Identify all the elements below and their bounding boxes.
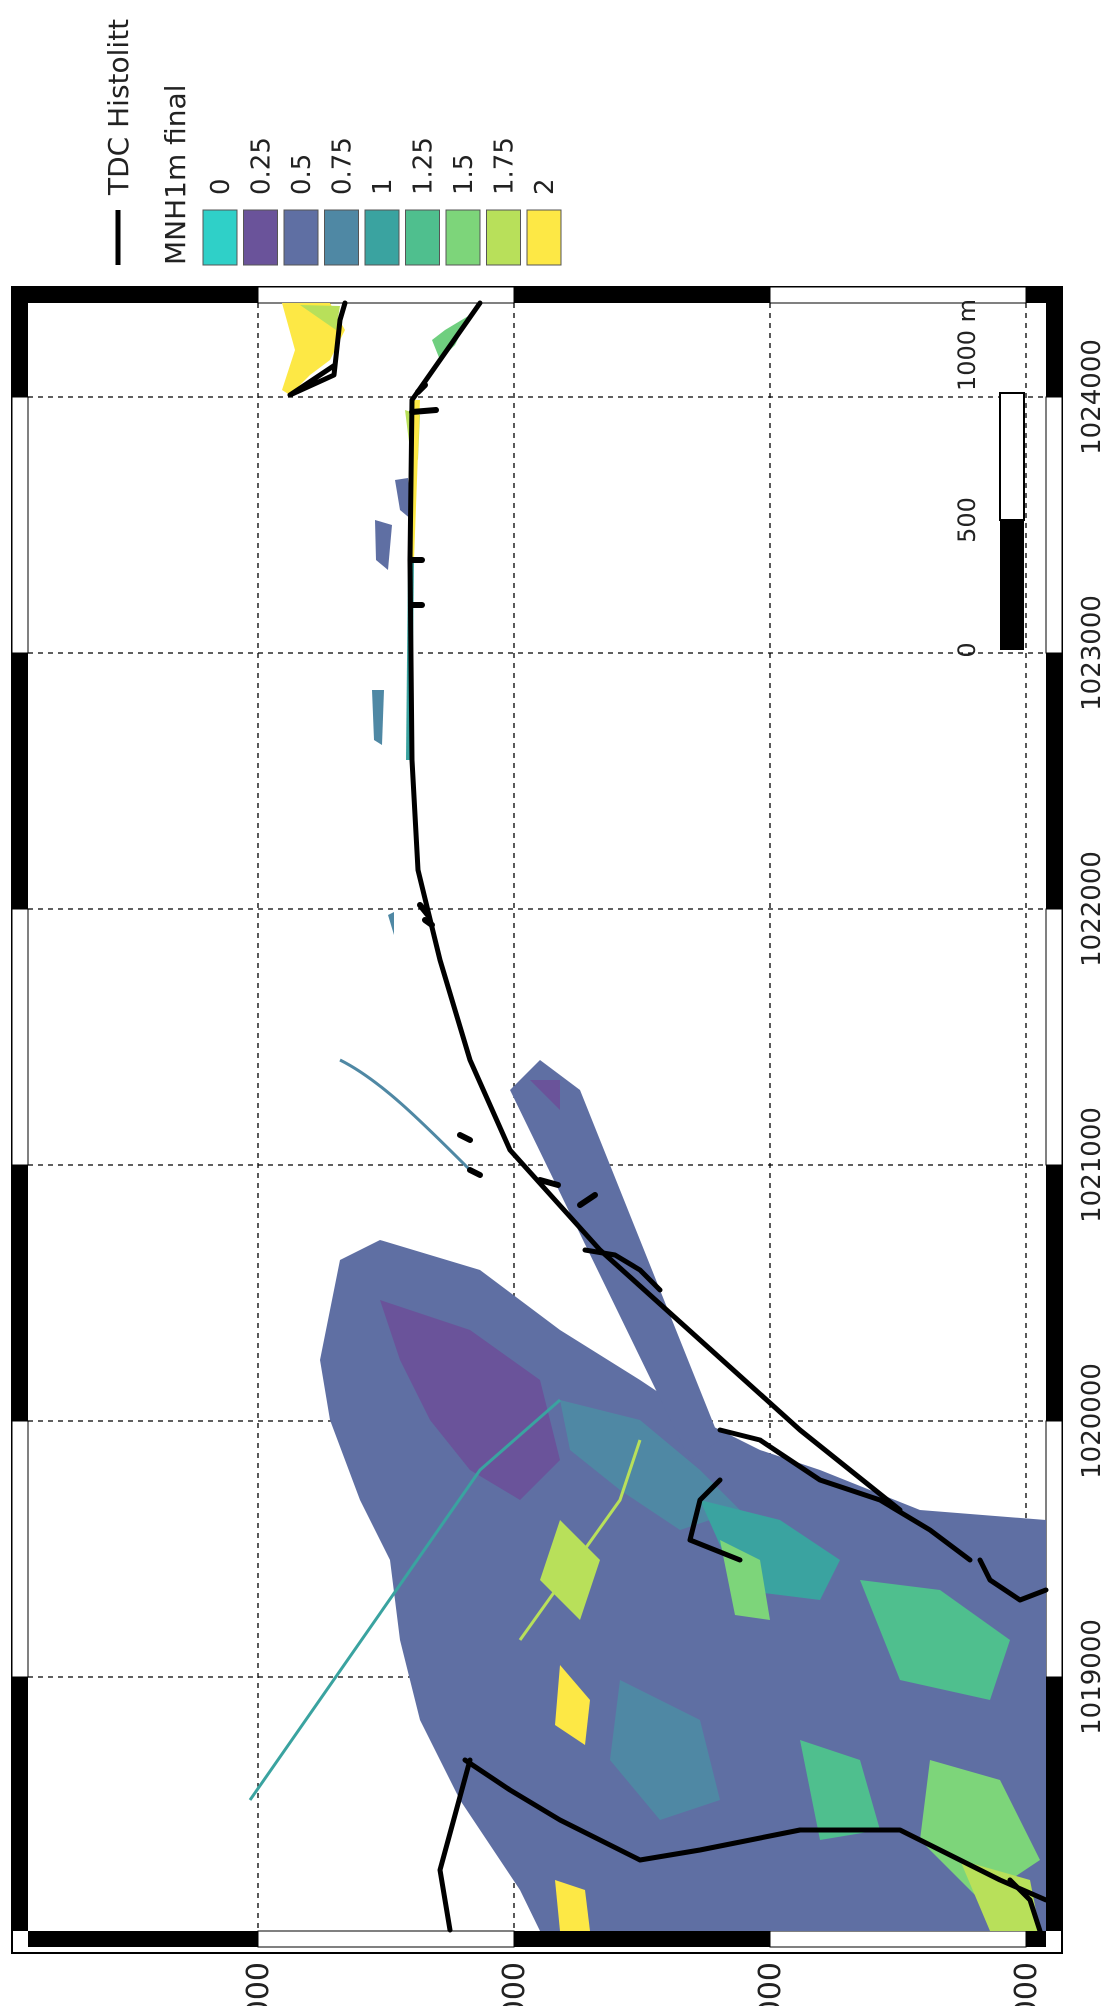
raster-patch <box>510 1060 720 1460</box>
legend-class-label-8: 2 <box>530 178 560 195</box>
easting-label-1024000: 1024000 <box>1077 339 1107 455</box>
raster-patch <box>960 1860 1040 1931</box>
raster-patch <box>555 1665 590 1745</box>
tdc-histolitt-line <box>407 300 903 1513</box>
tdc-harbour-outline <box>717 1427 973 1563</box>
legend-classes: 0 0.25 0.5 0.75 1 1.25 1.5 1.75 2 <box>202 137 562 266</box>
legend-swatch-4 <box>364 209 400 266</box>
scalebar-black <box>1000 520 1024 650</box>
tdc-harbour-outline <box>1007 1877 1043 1934</box>
tdc-harbour-outline <box>287 300 348 398</box>
raster-patch <box>395 478 412 520</box>
legend-swatch-5 <box>405 209 440 266</box>
legend-swatch-3 <box>324 209 359 266</box>
groynes <box>409 382 598 1208</box>
legend-class-label-6: 1.5 <box>449 154 479 195</box>
legend-class-label-1: 0.25 <box>247 137 277 195</box>
tdc-harbour-outline <box>437 1757 473 1933</box>
frame-graduation <box>11 286 1063 1948</box>
tdc-harbour-outline <box>462 1757 1049 1903</box>
legend-swatch-8 <box>526 209 562 266</box>
raster-line <box>339 1058 472 1172</box>
tdc-harbour-outline <box>582 1247 663 1293</box>
raster-patch <box>282 303 345 395</box>
easting-label-1019000: 1019000 <box>1077 1619 1107 1735</box>
northing-label-6279000: 6279000 <box>753 1962 788 2006</box>
legend-class-label-0: 0 <box>206 178 236 195</box>
raster-patch <box>530 1080 560 1110</box>
easting-label-1022000: 1022000 <box>1077 851 1107 967</box>
raster-patch <box>800 1740 880 1840</box>
legend-line-label: TDC Histolitt <box>102 19 135 196</box>
legend-swatch-1 <box>243 209 278 266</box>
raster-patch <box>610 1680 720 1820</box>
northing-label-6278000: 6278000 <box>1009 1962 1044 2006</box>
legend-class-label-5: 1.25 <box>409 137 439 195</box>
tdc-harbour-outline <box>687 1477 743 1563</box>
legend: TDC Histolitt MNH1m final 0 0.25 0.5 0.75 1 1… <box>102 19 562 266</box>
easting-label-1021000: 1021000 <box>1077 1107 1107 1223</box>
raster-patch <box>388 912 394 935</box>
legend-class-label-2: 0.5 <box>287 154 317 195</box>
raster-patch <box>560 1400 740 1530</box>
legend-class-label-7: 1.75 <box>490 137 520 195</box>
raster-patch <box>920 1760 1040 1900</box>
scalebar-white <box>999 392 1025 521</box>
easting-label-1020000: 1020000 <box>1077 1363 1107 1479</box>
coastline-trace <box>287 300 1049 1934</box>
northing-labels: 6281000 6280000 6279000 6278000 <box>241 1962 1044 2006</box>
easting-labels: 1019000 1020000 1021000 1022000 1023000 … <box>1077 339 1107 1735</box>
raster-patch <box>432 315 470 360</box>
legend-swatch-2 <box>283 209 319 266</box>
legend-raster-title: MNH1m final <box>159 85 192 265</box>
height-raster <box>248 303 1046 1931</box>
northing-label-6281000: 6281000 <box>241 1962 276 2006</box>
raster-patch <box>372 690 384 745</box>
map-frame: 0 500 1000 m <box>11 286 1063 1954</box>
northing-label-6280000: 6280000 <box>497 1962 532 2006</box>
easting-label-1023000: 1023000 <box>1077 595 1107 711</box>
scalebar: 0 500 1000 m <box>953 299 1025 658</box>
raster-patch <box>720 1540 770 1620</box>
legend-class-label-4: 1 <box>368 178 398 195</box>
scalebar-label-0: 0 <box>953 642 981 657</box>
raster-patch <box>860 1580 1010 1700</box>
legend-class-label-3: 0.75 <box>328 137 358 195</box>
raster-line <box>248 1398 561 1801</box>
raster-patch <box>380 1300 560 1500</box>
raster-line <box>518 1439 642 1641</box>
raster-patch <box>300 305 340 330</box>
legend-swatch-0 <box>202 209 238 266</box>
scalebar-label-500: 500 <box>953 497 981 543</box>
legend-swatch-7 <box>486 209 521 266</box>
raster-patch <box>555 1880 590 1931</box>
tdc-harbour-outline <box>977 1557 1049 1603</box>
scalebar-label-1000: 1000 m <box>953 299 981 391</box>
graticule <box>28 303 1046 1931</box>
legend-swatch-6 <box>445 209 481 266</box>
raster-patch <box>375 520 392 570</box>
